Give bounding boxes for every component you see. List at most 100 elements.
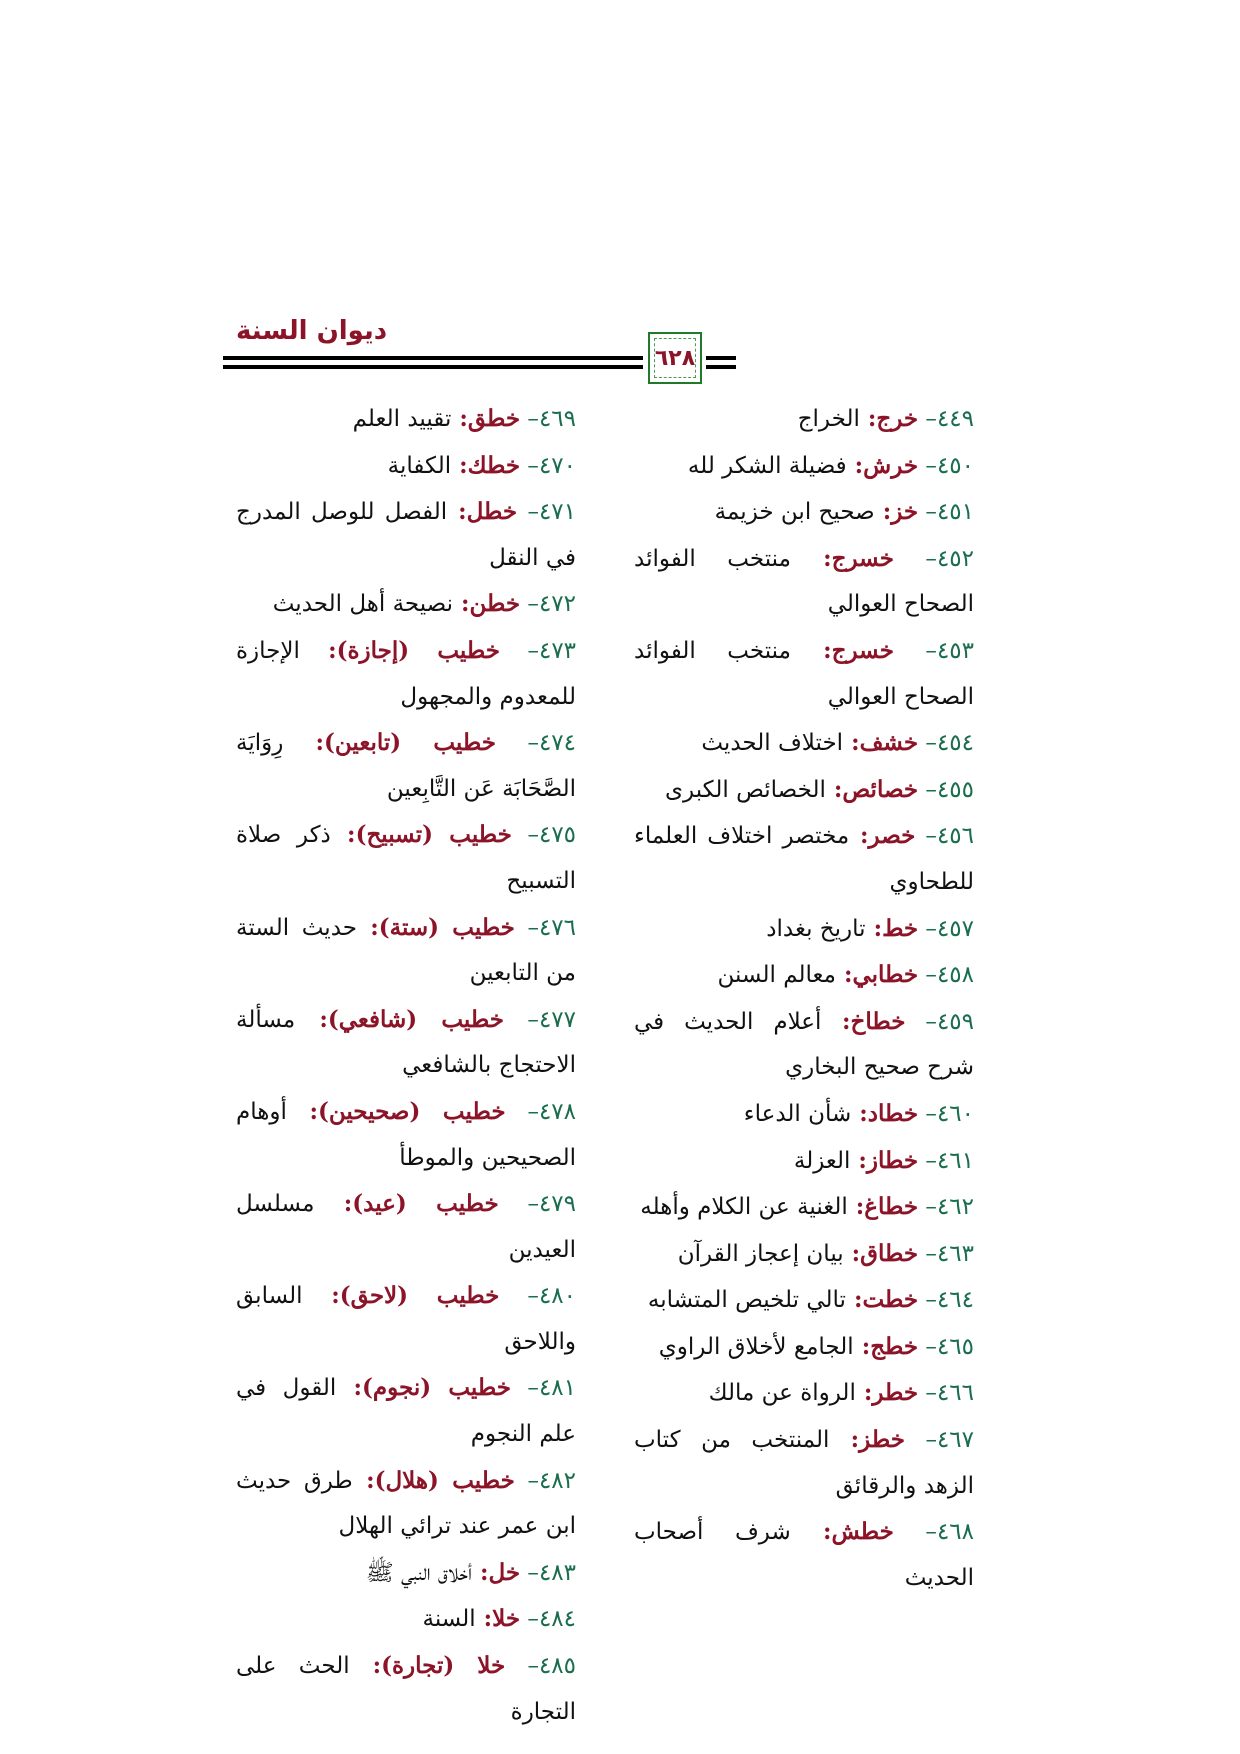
bibliography-entry: ٤٨٥– خلا (تجارة): الحث على التجارة — [236, 1652, 577, 1725]
bibliography-entry: ٤٤٩– خرج: الخراج — [797, 405, 974, 432]
entry-title: تاريخ بغداد — [766, 915, 866, 942]
entry-code: خلا (تجارة) — [381, 1652, 506, 1680]
entry-number: ٤٧٦ — [538, 914, 577, 941]
entry-title: شرف أصحاب الحديث — [634, 1519, 974, 1591]
entry-code: خطيب (إجازة) — [336, 636, 500, 664]
bibliography-entry: ٤٥٤– خشف: اختلاف الحديث — [701, 729, 974, 757]
entry-title: القول في علم النجوم — [236, 1375, 576, 1448]
entry-title: صحيح ابن خزيمة — [714, 499, 875, 526]
entry-title: الغنية عن الكلام وأهله — [640, 1194, 848, 1221]
entry-title: الرواة عن مالك — [708, 1380, 856, 1407]
entry-title: مختصر اختلاف العلماء للطحاوي — [634, 823, 974, 895]
bibliography-entry: ٤٥٧– خط: تاريخ بغداد — [766, 914, 974, 942]
entry-title: بيان إعجاز القرآن — [677, 1240, 844, 1267]
entry-number: ٤٤٩ — [936, 406, 974, 432]
bibliography-entry: ٤٦٠– خطاد: شأن الدعاء — [743, 1099, 974, 1127]
entry-code: خطر — [872, 1379, 919, 1407]
entry-title: الجامع لأخلاق الراوي — [658, 1333, 854, 1360]
entry-code: خطاغ — [864, 1193, 919, 1221]
entry-code: خسرج — [831, 636, 894, 664]
entry-number: ٤٧٨ — [538, 1098, 577, 1125]
entry-code: خطاخ — [850, 1007, 906, 1035]
entry-title: أعلام الحديث في شرح صحيح البخاري — [634, 1008, 974, 1081]
bibliography-entry: ٤٥٠– خرش: فضيلة الشكر لله — [687, 451, 974, 479]
entry-title: نصيحة أهل الحديث — [272, 591, 454, 618]
header-rule-top-right — [706, 356, 736, 360]
bibliography-entry: ٤٧١– خطل: الفصل للوصل المدرج في النقل — [236, 498, 577, 571]
entry-code: خطيب (تابعين) — [324, 729, 496, 757]
entry-title: معالم السنن — [717, 962, 836, 989]
entry-code: خلا — [492, 1605, 521, 1633]
entry-code: خطج — [870, 1332, 919, 1360]
header-rule-top-left — [223, 356, 643, 360]
bibliography-entry: ٤٥٦– خصر: مختصر اختلاف العلماء للطحاوي — [634, 822, 974, 895]
bibliography-entry: ٤٧٨– خطيب (صحيحين): أوهام الصحيحين والمو… — [236, 1097, 577, 1171]
entry-title: تالي تلخيص المتشابه — [647, 1287, 846, 1314]
bibliography-entry: ٤٥٥– خصائص: الخصائص الكبرى — [665, 775, 974, 803]
entry-title: الخراج — [797, 406, 860, 432]
entry-code: خطيب (عيد) — [352, 1190, 499, 1218]
entry-number: ٤٧٧ — [538, 1006, 576, 1033]
entry-title: الكفاية — [387, 452, 452, 479]
entry-number: ٤٦٥ — [936, 1333, 974, 1360]
entry-number: ٤٧١ — [538, 499, 577, 526]
bibliography-entry: ٤٦٦– خطر: الرواة عن مالك — [708, 1379, 974, 1407]
entry-number: ٤٧٢ — [538, 591, 576, 618]
entry-code: خصر — [868, 822, 916, 850]
entry-title: شأن الدعاء — [743, 1100, 852, 1127]
entry-number: ٤٧٣ — [538, 637, 577, 664]
entry-number: ٤٥٦ — [936, 823, 974, 850]
entry-title: منتخب الفوائد الصحاح العوالي — [634, 637, 974, 710]
entry-title: الإجازة للمعدوم والمجهول — [236, 637, 576, 710]
entry-title: أخلاق النبي ﷺ — [365, 1559, 472, 1586]
entry-title: منتخب الفوائد الصحاح العوالي — [634, 545, 974, 618]
entry-code: خطك — [467, 451, 521, 479]
entry-number: ٤٦٤ — [936, 1287, 974, 1314]
entry-number: ٤٦٠ — [936, 1100, 974, 1127]
bibliography-entry: ٤٨٤– خلا: السنة — [422, 1605, 576, 1633]
bibliography-entry: ٤٧٥– خطيب (تسبيح): ذكر صلاة التسبيح — [236, 821, 577, 894]
entry-number: ٤٥٠ — [936, 452, 974, 479]
entry-number: ٤٨٠ — [538, 1283, 576, 1310]
entry-title: فضيلة الشكر لله — [687, 452, 847, 479]
bibliography-entry: ٤٧٦– خطيب (ستة): حديث الستة من التابعين — [236, 913, 577, 987]
bibliography-entry: ٤٦٩– خطق: تقييد العلم — [352, 405, 576, 432]
entry-number: ٤٥٨ — [936, 962, 974, 989]
entry-number: ٤٥٥ — [936, 776, 974, 803]
entry-number: ٤٦٩ — [538, 406, 576, 432]
bibliography-entry: ٤٦٨– خطش: شرف أصحاب الحديث — [634, 1518, 974, 1591]
entry-title: العزلة — [793, 1147, 851, 1174]
bibliography-entry: ٤٥٨– خطابي: معالم السنن — [717, 961, 974, 989]
entry-code: خطاق — [860, 1239, 919, 1267]
entry-code: خطابي — [852, 961, 919, 989]
entry-code: خز — [891, 498, 919, 526]
entry-number: ٤٥٧ — [936, 915, 974, 942]
bibliography-entry: ٤٦٤– خطت: تالي تلخيص المتشابه — [647, 1286, 974, 1314]
entry-code: خشف — [859, 729, 919, 757]
entry-code: خطن — [469, 590, 521, 618]
entry-number: ٤٦٣ — [936, 1240, 974, 1267]
bibliography-entry: ٤٦٥– خطج: الجامع لأخلاق الراوي — [658, 1332, 974, 1360]
entry-title: حديث الستة من التابعين — [236, 914, 576, 987]
entry-code: خرج — [876, 405, 919, 432]
entry-title: المنتخب من كتاب الزهد والرقائق — [634, 1427, 974, 1499]
left-column: ٤٦٩– خطق: تقييد العلم ٤٧٠– خطك: الكفاية ٤٧… — [236, 396, 576, 1735]
entry-code: خطيب (لاحق) — [339, 1282, 500, 1310]
entry-number: ٤٧٥ — [538, 822, 577, 849]
entry-code: خسرج — [831, 544, 894, 572]
bibliography-entry: ٤٦٢– خطاغ: الغنية عن الكلام وأهله — [640, 1193, 974, 1221]
entry-code: خطق — [467, 405, 521, 432]
entry-code: خرش — [863, 451, 919, 479]
entry-code: خطاد — [867, 1099, 919, 1127]
page-number-frame: ٦٢٨ — [648, 332, 702, 384]
bibliography-entry: ٤٧٧– خطيب (شافعي): مسألة الاحتجاج بالشاف… — [236, 1005, 576, 1079]
entry-code: خط — [882, 914, 919, 942]
header-rule-bottom-left — [223, 365, 643, 369]
entry-number: ٤٦٧ — [936, 1427, 975, 1454]
bibliography-entry: ٤٧٣– خطيب (إجازة): الإجازة للمعدوم والمج… — [236, 636, 577, 710]
entry-title: الحث على التجارة — [236, 1653, 576, 1725]
entry-number: ٤٨١ — [538, 1375, 576, 1402]
entry-title: الخصائص الكبرى — [665, 776, 826, 803]
bibliography-entry: ٤٨٢– خطيب (هلال): طرق حديث ابن عمر عند ت… — [236, 1466, 577, 1540]
entry-number: ٤٦١ — [936, 1147, 974, 1174]
